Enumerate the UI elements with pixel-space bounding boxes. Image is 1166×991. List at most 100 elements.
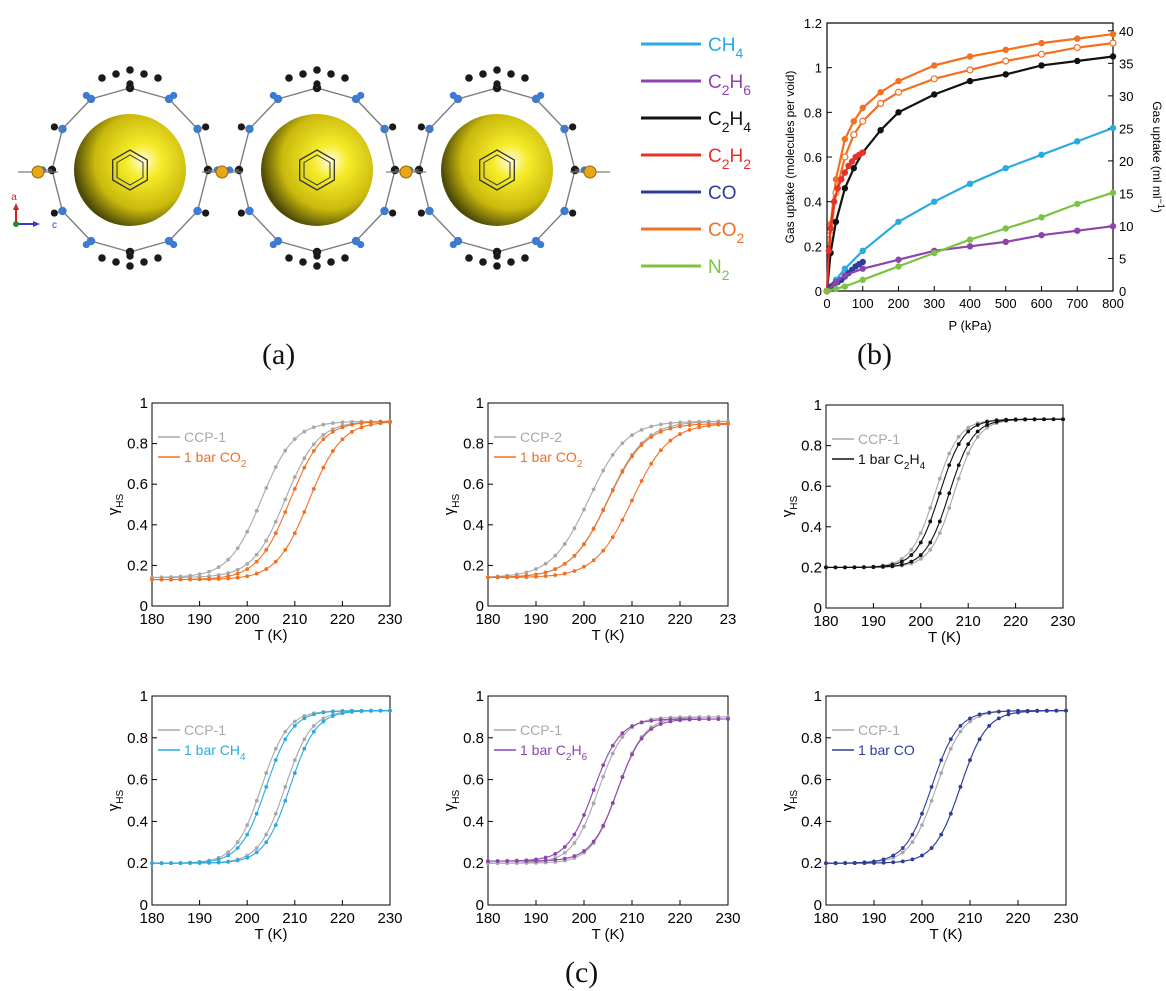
data-point	[910, 857, 915, 862]
data-point	[591, 839, 596, 844]
data-point	[1074, 227, 1081, 234]
data-point	[350, 708, 354, 713]
atom	[521, 254, 529, 262]
y-tick-label: 0.2	[127, 855, 148, 872]
data-point	[859, 276, 866, 284]
chart-legend-item: 1 bar CO2	[158, 449, 247, 470]
data-point	[975, 429, 980, 434]
spin-crossover-chart-6: 180 190 200 210 220 230 0 0.2 0.4 0.6 0.8 1 T (K) γHS…	[779, 688, 1079, 943]
series-1	[824, 417, 1065, 570]
x-tick-label: 180	[139, 910, 164, 927]
legend-label: CO2	[708, 220, 745, 246]
data-point	[245, 574, 250, 579]
data-point	[169, 577, 173, 582]
data-point	[985, 425, 990, 430]
label-part: C	[708, 146, 722, 167]
data-point	[895, 263, 902, 270]
data-point	[159, 861, 164, 866]
data-point	[1074, 138, 1081, 145]
data-point	[726, 717, 730, 721]
x-tick-label: 600	[1031, 296, 1053, 311]
series-1	[150, 419, 392, 582]
data-point	[388, 419, 392, 424]
y2-tick-label: 20	[1119, 154, 1133, 169]
y-axis-label: γHS	[779, 495, 800, 517]
data-point	[900, 846, 905, 850]
x-tick-label: 190	[187, 611, 212, 628]
data-point	[562, 845, 567, 849]
spin-crossover-chart-5: 180 190 200 210 220 230 0 0.2 0.4 0.6 0.8 1 T (K) γHS…	[441, 688, 741, 943]
atom	[449, 240, 457, 249]
label-part: HS	[789, 495, 800, 509]
atom	[327, 258, 335, 266]
x-axis-label: T (K)	[254, 926, 287, 943]
data-point	[197, 860, 202, 865]
x-tick-label: 210	[282, 611, 307, 628]
data-point	[850, 164, 858, 172]
data-point	[514, 858, 519, 863]
y-tick-label: 0.2	[127, 557, 148, 574]
data-point	[359, 425, 364, 430]
data-point	[678, 420, 682, 425]
y-axis-label: γHS	[105, 789, 126, 811]
atom	[126, 262, 134, 270]
y-tick-label: 0.6	[127, 772, 148, 789]
data-point	[841, 265, 849, 272]
data-point	[169, 861, 173, 866]
data-point	[620, 470, 625, 474]
x-tick-label: 230	[715, 910, 740, 927]
atom	[341, 74, 349, 82]
data-point	[1002, 238, 1009, 246]
data-point	[273, 559, 278, 564]
data-point	[292, 437, 297, 441]
data-point	[378, 708, 383, 713]
data-point	[1002, 57, 1010, 65]
data-point	[850, 118, 858, 125]
data-point	[264, 567, 269, 571]
label-part: γ	[105, 507, 122, 515]
data-point	[639, 736, 644, 741]
data-point	[235, 858, 240, 863]
data-point	[947, 491, 952, 496]
ring	[299, 149, 335, 191]
panel-label-b: (b)	[857, 338, 892, 371]
y-tick-label: 1	[815, 61, 822, 76]
atom	[493, 80, 501, 88]
data-point	[939, 832, 944, 837]
plot-frame	[825, 695, 1067, 906]
data-point	[1064, 708, 1068, 713]
data-point	[931, 91, 938, 98]
atom	[285, 74, 293, 82]
data-point	[948, 746, 953, 751]
data-point	[572, 526, 577, 531]
data-point	[841, 135, 849, 143]
y-axis-label: γHS	[441, 493, 462, 515]
data-point	[658, 448, 663, 453]
label-part: HS	[789, 789, 800, 803]
data-point	[966, 66, 974, 74]
label-part: 4	[920, 461, 926, 472]
data-point	[899, 562, 904, 567]
chart-legend-item: CCP-1	[158, 429, 226, 445]
data-point	[311, 449, 316, 453]
x-tick-label: 190	[861, 910, 886, 927]
data-point	[486, 859, 490, 863]
label-part: HS	[115, 789, 126, 803]
spin-crossover-chart-3: 180 190 200 210 220 230 0 0.2 0.4 0.6 0.8 1 T (K) γHS…	[779, 397, 1076, 646]
data-point	[1023, 417, 1027, 422]
data-point	[832, 176, 840, 183]
data-point	[1038, 39, 1045, 47]
atom	[537, 240, 545, 249]
data-point	[226, 850, 231, 855]
data-point	[292, 531, 297, 536]
data-point	[1038, 151, 1045, 158]
metal-atom	[31, 165, 45, 179]
spin-crossover-chart-1: 180 190 200 210 220 230 0 0.2 0.4 0.6 0.8 1 T (K) γHS…	[105, 395, 403, 644]
atom	[98, 254, 106, 262]
data-point	[845, 162, 852, 170]
atom	[389, 209, 397, 217]
atom	[507, 258, 515, 266]
data-point	[505, 575, 510, 579]
data-point	[996, 716, 1001, 721]
